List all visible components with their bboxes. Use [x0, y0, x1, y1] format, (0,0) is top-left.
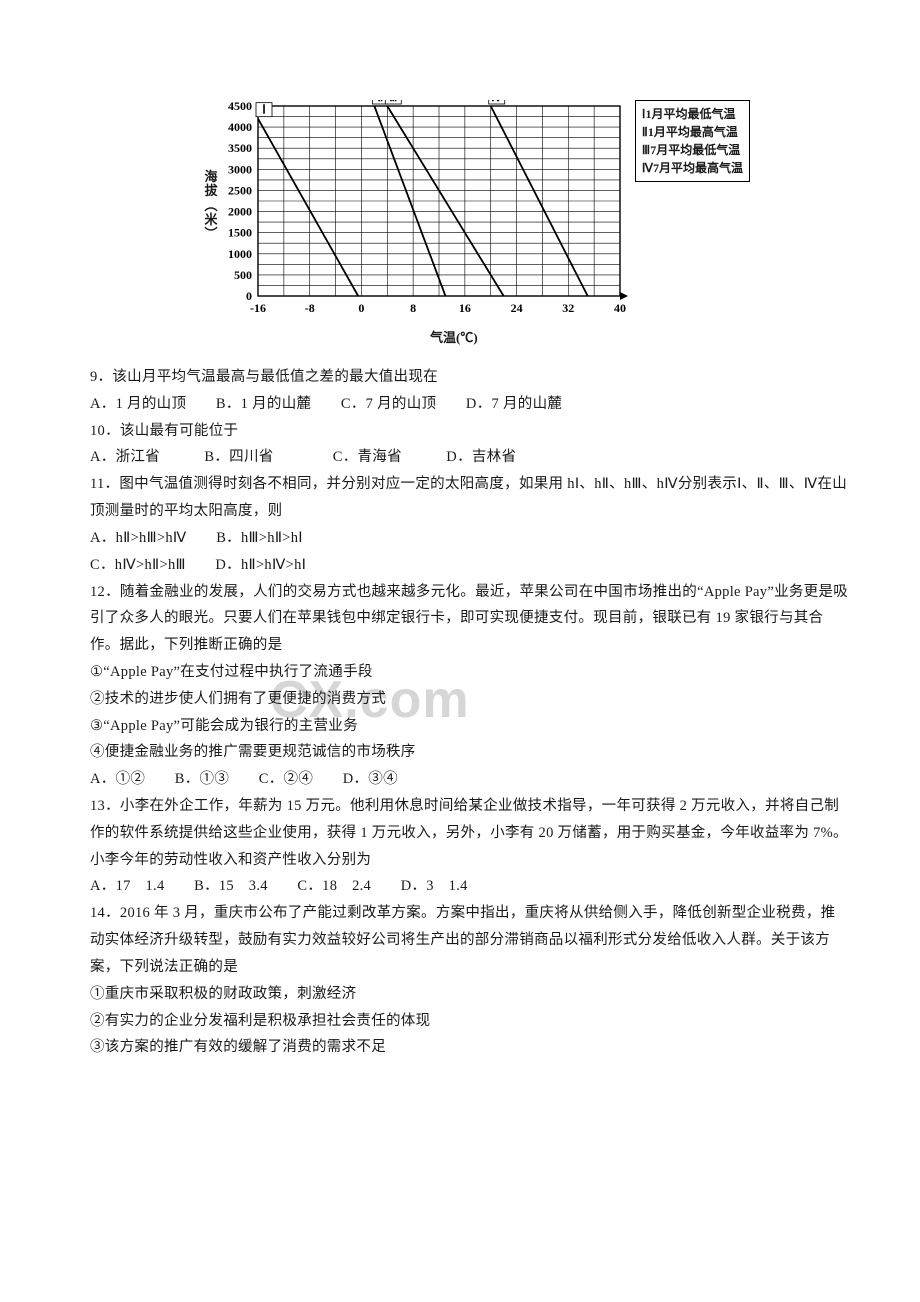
- chart: 0 500 1000 1500 2000 2500 3000 3500 4000 4500 -16 -…: [200, 100, 740, 340]
- q13-stem: 13．小李在外企工作，年薪为 15 万元。他利用休息时间给某企业做技术指导，一年…: [90, 793, 850, 873]
- q10-options: A．浙江省 B．四川省 C．青海省 D．吉林省: [90, 444, 850, 471]
- chart-legend: Ⅰ1月平均最低气温 Ⅱ1月平均最高气温 Ⅲ7月平均最低气温 Ⅳ7月平均最高气温: [635, 100, 750, 182]
- svg-text:-8: -8: [305, 301, 315, 315]
- q14-s1: ①重庆市采取积极的财政政策，刺激经济: [90, 981, 850, 1008]
- svg-text:8: 8: [410, 301, 416, 315]
- svg-text:1000: 1000: [228, 247, 252, 261]
- svg-text:4500: 4500: [228, 100, 252, 113]
- svg-text:0: 0: [358, 301, 364, 315]
- q12-s2: ②技术的进步使人们拥有了更便捷的消费方式: [90, 686, 850, 713]
- q11-options-a: A．hⅡ>hⅢ>hⅣ B．hⅢ>hⅡ>hⅠ: [90, 525, 850, 552]
- legend-item: Ⅲ7月平均最低气温: [642, 141, 743, 159]
- svg-text:16: 16: [459, 301, 471, 315]
- q14-s2: ②有实力的企业分发福利是积极承担社会责任的体现: [90, 1008, 850, 1035]
- svg-text:1500: 1500: [228, 226, 252, 240]
- q14-stem: 14．2016 年 3 月，重庆市公布了产能过剩改革方案。方案中指出，重庆将从供…: [90, 900, 850, 980]
- svg-text:2500: 2500: [228, 183, 252, 197]
- svg-text:500: 500: [234, 268, 252, 282]
- q9-stem: 9．该山月平均气温最高与最低值之差的最大值出现在: [90, 364, 850, 391]
- svg-text:32: 32: [562, 301, 574, 315]
- q14-s3: ③该方案的推广有效的缓解了消费的需求不足: [90, 1034, 850, 1061]
- legend-item: Ⅳ7月平均最高气温: [642, 159, 743, 177]
- q9-options: A．1 月的山顶 B．1 月的山麓 C．7 月的山顶 D．7 月的山麓: [90, 391, 850, 418]
- q11-stem: 11．图中气温值测得时刻各不相同，并分别对应一定的太阳高度，如果用 hⅠ、hⅡ、…: [90, 471, 850, 525]
- page: 0 500 1000 1500 2000 2500 3000 3500 4000 4500 -16 -…: [90, 100, 850, 1061]
- q12-s4: ④便捷金融业务的推广需要更规范诚信的市场秩序: [90, 739, 850, 766]
- svg-text:3000: 3000: [228, 162, 252, 176]
- y-axis-label: 海拔︵米︶: [204, 170, 218, 241]
- q13-options: A．17 1.4 B．15 3.4 C．18 2.4 D．3 1.4: [90, 873, 850, 900]
- svg-text:-16: -16: [250, 301, 266, 315]
- svg-text:4000: 4000: [228, 120, 252, 134]
- x-axis-label: 气温(℃): [430, 327, 478, 346]
- q12-s1: ①“Apple Pay”在支付过程中执行了流通手段: [90, 659, 850, 686]
- q12-s3: ③“Apple Pay”可能会成为银行的主营业务: [90, 713, 850, 740]
- svg-text:Ⅰ: Ⅰ: [262, 103, 266, 117]
- svg-text:2000: 2000: [228, 205, 252, 219]
- svg-text:40: 40: [614, 301, 626, 315]
- svg-text:Ⅲ: Ⅲ: [389, 100, 397, 104]
- q11-options-b: C．hⅣ>hⅡ>hⅢ D．hⅡ>hⅣ>hⅠ: [90, 552, 850, 579]
- svg-text:Ⅱ: Ⅱ: [377, 100, 383, 104]
- legend-item: Ⅱ1月平均最高气温: [642, 123, 743, 141]
- q12-stem: 12．随着金融业的发展，人们的交易方式也越来越多元化。最近，苹果公司在中国市场推…: [90, 579, 850, 659]
- svg-text:24: 24: [511, 301, 523, 315]
- q10-stem: 10．该山最有可能位于: [90, 418, 850, 445]
- svg-text:Ⅳ: Ⅳ: [491, 100, 503, 104]
- legend-item: Ⅰ1月平均最低气温: [642, 105, 743, 123]
- svg-text:3500: 3500: [228, 141, 252, 155]
- q12-options: A．①② B．①③ C．②④ D．③④: [90, 766, 850, 793]
